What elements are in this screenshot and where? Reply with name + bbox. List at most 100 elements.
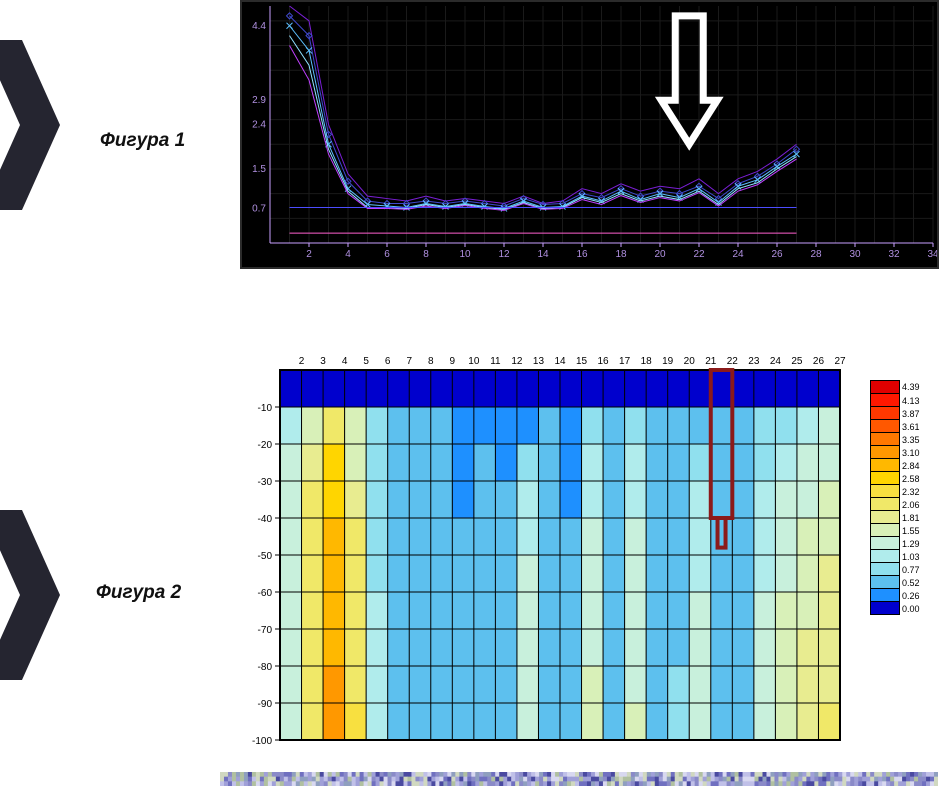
x-tick-label: 10 (459, 249, 471, 260)
noise-strip (220, 772, 938, 786)
legend-swatch (870, 576, 900, 589)
legend-swatch (870, 550, 900, 563)
chevron-right-shape (0, 40, 62, 210)
y-tick-label: -60 (258, 588, 273, 599)
legend-row: 3.10 (870, 446, 920, 459)
legend-swatch (870, 563, 900, 576)
x-tick-label: 6 (385, 356, 391, 367)
line-chart: 0.71.52.42.94.42468101214161820222426283… (240, 0, 939, 269)
x-tick-label: 21 (705, 356, 717, 367)
x-tick-label: 26 (771, 249, 783, 260)
legend-swatch (870, 589, 900, 602)
figure-1-label: Фигура 1 (100, 130, 185, 152)
x-tick-label: 15 (576, 356, 588, 367)
x-tick-label: 25 (791, 356, 803, 367)
x-tick-label: 27 (834, 356, 846, 367)
x-tick-label: 12 (498, 249, 510, 260)
legend-value: 2.32 (900, 486, 920, 498)
legend-row: 3.35 (870, 433, 920, 446)
y-tick-label: 4.4 (252, 21, 266, 32)
legend-swatch (870, 485, 900, 498)
x-tick-label: 7 (406, 356, 412, 367)
legend-value: 0.77 (900, 564, 920, 576)
legend-row: 1.81 (870, 511, 920, 524)
heatmap-chart: 2345678910111213141516171819202122232425… (240, 350, 850, 750)
x-tick-label: 2 (306, 249, 312, 260)
x-tick-label: 20 (654, 249, 666, 260)
legend-swatch (870, 459, 900, 472)
legend-swatch (870, 511, 900, 524)
legend-value: 0.26 (900, 590, 920, 602)
x-tick-label: 3 (320, 356, 326, 367)
legend-value: 3.61 (900, 421, 920, 433)
legend-value: 4.39 (900, 381, 920, 393)
legend-row: 2.06 (870, 498, 920, 511)
x-tick-label: 14 (554, 356, 566, 367)
legend-swatch (870, 420, 900, 433)
legend-value: 1.03 (900, 551, 920, 563)
color-legend: 4.39 4.13 3.87 3.61 3.35 3.10 (870, 380, 920, 615)
legend-swatch (870, 498, 900, 511)
x-tick-label: 16 (576, 249, 588, 260)
y-tick-label: 2.9 (252, 95, 266, 106)
legend-swatch (870, 433, 900, 446)
x-tick-label: 19 (662, 356, 674, 367)
legend-value: 4.13 (900, 395, 920, 407)
x-tick-label: 14 (537, 249, 549, 260)
x-tick-label: 24 (732, 249, 744, 260)
x-tick-label: 8 (428, 356, 434, 367)
legend-row: 2.32 (870, 485, 920, 498)
pointer-shape-1 (0, 40, 62, 210)
legend-swatch (870, 602, 900, 615)
x-tick-label: 32 (888, 249, 900, 260)
legend-row: 0.26 (870, 589, 920, 602)
x-tick-label: 6 (384, 249, 390, 260)
y-tick-label: 2.4 (252, 120, 266, 131)
x-tick-label: 9 (450, 356, 456, 367)
pointer-shape-2 (0, 510, 62, 680)
legend-row: 3.87 (870, 407, 920, 420)
legend-row: 4.39 (870, 380, 920, 394)
figure-2-label: Фигура 2 (96, 582, 181, 604)
y-tick-label: -40 (258, 514, 273, 525)
legend-value: 2.84 (900, 460, 920, 472)
legend-value: 3.35 (900, 434, 920, 446)
x-tick-label: 17 (619, 356, 631, 367)
legend-row: 2.84 (870, 459, 920, 472)
legend-value: 1.55 (900, 525, 920, 537)
legend-swatch (870, 407, 900, 420)
x-tick-label: 4 (342, 356, 348, 367)
legend-value: 2.58 (900, 473, 920, 485)
x-tick-label: 2 (299, 356, 305, 367)
legend-swatch (870, 380, 900, 394)
y-tick-label: -30 (258, 477, 273, 488)
x-tick-label: 11 (490, 356, 501, 367)
legend-swatch (870, 524, 900, 537)
page: Фигура 1 0.71.52.42.94.42468101214161820… (0, 0, 940, 788)
x-tick-label: 8 (423, 249, 429, 260)
legend-row: 1.55 (870, 524, 920, 537)
x-tick-label: 10 (468, 356, 480, 367)
legend-swatch (870, 394, 900, 407)
y-tick-label: -90 (258, 699, 273, 710)
legend-row: 0.00 (870, 602, 920, 615)
x-tick-label: 20 (684, 356, 696, 367)
legend-value: 3.87 (900, 408, 920, 420)
x-tick-label: 18 (615, 249, 627, 260)
legend-row: 1.03 (870, 550, 920, 563)
y-tick-label: -50 (258, 551, 273, 562)
x-tick-label: 23 (748, 356, 760, 367)
x-tick-label: 18 (641, 356, 653, 367)
legend-row: 0.52 (870, 576, 920, 589)
legend-row: 1.29 (870, 537, 920, 550)
x-tick-label: 13 (533, 356, 545, 367)
x-tick-label: 22 (693, 249, 705, 260)
legend-value: 2.06 (900, 499, 920, 511)
x-tick-label: 16 (598, 356, 610, 367)
legend-swatch (870, 446, 900, 459)
y-tick-label: -70 (258, 625, 273, 636)
y-tick-label: -10 (258, 403, 273, 414)
legend-swatch (870, 537, 900, 550)
x-tick-label: 28 (810, 249, 822, 260)
legend-row: 4.13 (870, 394, 920, 407)
